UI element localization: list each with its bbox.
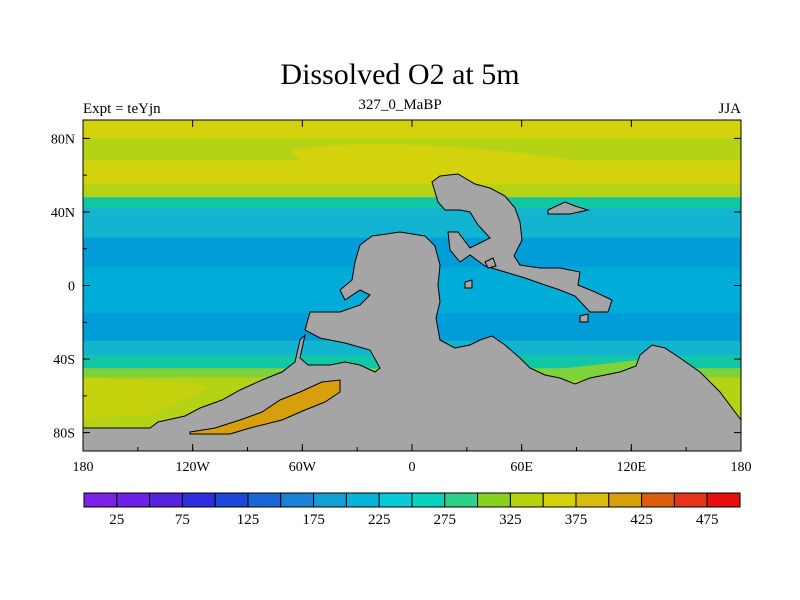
colorbar-label: 75 bbox=[175, 512, 190, 528]
colorbar-swatch bbox=[411, 492, 446, 508]
colorbar-swatch bbox=[608, 492, 643, 508]
x-tick-label: 60W bbox=[289, 460, 317, 475]
axis-ticks: 180 120W 60W 0 60E 120E 180 80N 40N 0 40S 80S bbox=[51, 120, 752, 475]
x-tick-label: 0 bbox=[409, 460, 416, 475]
x-tick-label: 120W bbox=[176, 460, 211, 475]
y-tick-label: 80N bbox=[51, 132, 75, 147]
colorbar-label: 175 bbox=[302, 512, 325, 528]
colorbar-swatch bbox=[641, 492, 675, 508]
colorbar-swatch bbox=[116, 492, 151, 508]
plot-subtitle: 327_0_MaBP bbox=[358, 97, 442, 113]
island-east bbox=[547, 201, 590, 215]
colorbar-swatch bbox=[509, 492, 544, 508]
colorbar: 25 75 125 175 225 275 325 375 425 475 bbox=[83, 492, 741, 528]
colorbar-swatch bbox=[345, 492, 380, 508]
southern-oxygen-patch bbox=[83, 378, 210, 418]
colorbar-swatch bbox=[706, 492, 741, 508]
colorbar-label: 325 bbox=[499, 512, 522, 528]
colorbar-swatch bbox=[477, 492, 511, 508]
oxygen-band bbox=[83, 197, 741, 209]
island-tiny bbox=[579, 313, 589, 323]
colorbar-swatch bbox=[214, 492, 249, 508]
northern-continent bbox=[431, 173, 613, 313]
oxygen-band bbox=[83, 208, 741, 239]
colorbar-swatch bbox=[83, 492, 118, 508]
colorbar-label: 25 bbox=[109, 512, 124, 528]
y-tick-label: 80S bbox=[53, 427, 75, 442]
colorbar-label: 375 bbox=[565, 512, 588, 528]
colorbar-label: 475 bbox=[696, 512, 719, 528]
colorbar-label: 225 bbox=[368, 512, 391, 528]
colorbar-swatch bbox=[673, 492, 708, 508]
colorbar-swatch bbox=[247, 492, 282, 508]
x-tick-label: 180 bbox=[731, 460, 752, 475]
x-tick-label: 60E bbox=[510, 460, 533, 475]
y-tick-label: 0 bbox=[68, 280, 75, 295]
island-west bbox=[464, 279, 473, 289]
land-masses bbox=[83, 173, 741, 451]
colorbar-swatch bbox=[542, 492, 577, 508]
oxygen-band bbox=[83, 120, 741, 139]
high-oxygen-band bbox=[290, 144, 587, 182]
colorbar-label: 125 bbox=[237, 512, 260, 528]
colorbar-swatch bbox=[313, 492, 347, 508]
southern-continent bbox=[83, 231, 741, 451]
season-label: JJA bbox=[718, 101, 741, 117]
colorbar-label: 275 bbox=[434, 512, 457, 528]
island-small bbox=[484, 257, 497, 269]
colorbar-swatch bbox=[280, 492, 315, 508]
x-tick-label: 120E bbox=[617, 460, 647, 475]
y-tick-label: 40N bbox=[51, 206, 75, 221]
orange-basin bbox=[189, 379, 341, 435]
colorbar-swatch bbox=[444, 492, 479, 508]
oxygen-band bbox=[83, 184, 741, 198]
colorbar-swatch bbox=[181, 492, 216, 508]
colorbar-swatch bbox=[575, 492, 610, 508]
x-tick-label: 180 bbox=[73, 460, 94, 475]
colorbar-swatch bbox=[378, 492, 413, 508]
experiment-label: Expt = teYjn bbox=[83, 101, 161, 117]
plot-title: Dissolved O2 at 5m bbox=[280, 58, 520, 91]
colorbar-label: 425 bbox=[630, 512, 653, 528]
colorbar-swatch bbox=[149, 492, 183, 508]
y-tick-label: 40S bbox=[53, 353, 75, 368]
